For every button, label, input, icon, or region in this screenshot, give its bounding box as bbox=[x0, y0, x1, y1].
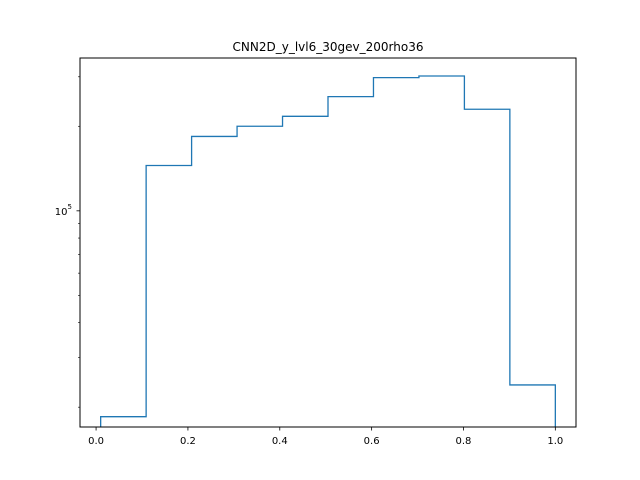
x-tick-label: 0.6 bbox=[364, 436, 380, 447]
y-tick-label: 105 bbox=[55, 203, 72, 218]
x-tick-label: 0.4 bbox=[272, 436, 288, 447]
x-tick-label: 0.2 bbox=[180, 436, 196, 447]
chart-title: CNN2D_y_lvl6_30gev_200rho36 bbox=[233, 40, 424, 54]
histogram-series bbox=[100, 75, 556, 427]
x-tick-label: 0.8 bbox=[456, 436, 472, 447]
x-tick-label: 0.0 bbox=[88, 436, 104, 447]
plot-frame bbox=[79, 57, 577, 428]
x-tick-label: 1.0 bbox=[547, 436, 563, 447]
